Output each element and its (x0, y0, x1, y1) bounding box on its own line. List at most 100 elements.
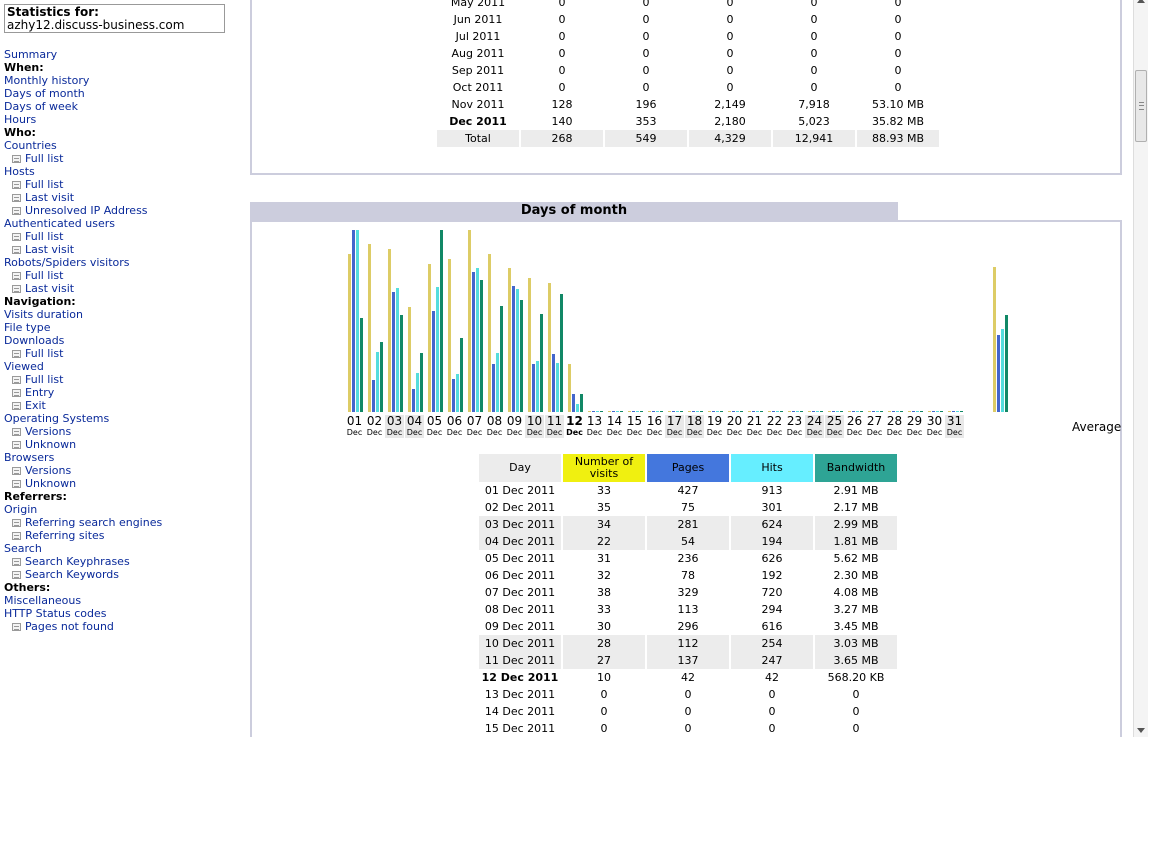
chart-bar-pages (412, 389, 415, 412)
chart-bar-bandwidth (560, 294, 563, 412)
menu-link-authenticated-users[interactable]: Authenticated users (4, 217, 115, 230)
submenu-link-search-keywords[interactable]: Search Keywords (25, 568, 119, 581)
chart-x-label: 05 Dec (425, 415, 444, 438)
chart-bar-pages (392, 292, 395, 412)
menu-link-miscellaneous[interactable]: Miscellaneous (4, 594, 82, 607)
menu-link-file-type[interactable]: File type (4, 321, 51, 334)
chart-bar-hits (876, 411, 879, 412)
scroll-down-arrow-icon[interactable] (1137, 728, 1145, 733)
chart-bar-visits (428, 264, 431, 412)
chart-average-bar-hits (1001, 329, 1004, 412)
submenu-link-pages-not-found[interactable]: Pages not found (25, 620, 114, 633)
chart-day-label: 14 (606, 414, 623, 428)
menu-link-browsers[interactable]: Browsers (4, 451, 55, 464)
submenu-item-full-list: Full list (4, 152, 240, 165)
day-bandwidth-cell: 2.91 MB (833, 484, 879, 497)
chart-bar-hits (796, 411, 799, 412)
chart-day-label: 01 (346, 414, 363, 428)
day-row: 12 Dec 2011 10 42 42 568.20 KB (479, 669, 897, 686)
menu-item-days-of-month: Days of month (4, 87, 240, 100)
chart-month-label: Dec (566, 428, 583, 437)
submenu-item-referring-sites: Referring sites (4, 529, 240, 542)
monthly-row: Aug 2011 0 0 0 0 0 (437, 45, 939, 62)
chart-x-label: 26 Dec (845, 415, 864, 438)
chart-bar-hits (916, 411, 919, 412)
submenu-link-full-list[interactable]: Full list (25, 178, 64, 191)
submenu-link-versions[interactable]: Versions (25, 425, 72, 438)
chart-bar-visits (708, 411, 711, 412)
day-visits-cell: 31 (597, 552, 611, 565)
submenu-link-exit[interactable]: Exit (25, 399, 46, 412)
submenu-link-referring-sites[interactable]: Referring sites (25, 529, 105, 542)
chart-bar-hits (956, 411, 959, 412)
list-icon (12, 441, 21, 449)
day-visits-cell: 38 (597, 586, 611, 599)
chart-bar-pages (952, 411, 955, 412)
chart-day-label: 02 (366, 414, 383, 428)
scrollbar-thumb[interactable] (1135, 70, 1147, 142)
monthly-unique-cell: 0 (558, 13, 566, 26)
chart-day-label: 31 (946, 414, 963, 428)
chart-bar-hits (896, 411, 899, 412)
menu-link-countries[interactable]: Countries (4, 139, 57, 152)
submenu-link-unresolved-ip-address[interactable]: Unresolved IP Address (25, 204, 148, 217)
monthly-unique-cell: 140 (551, 115, 573, 128)
days-of-month-title: Days of month (250, 202, 898, 220)
chart-bar-pages (832, 411, 835, 412)
chart-day-label: 20 (726, 414, 743, 428)
chart-month-label: Dec (746, 428, 763, 437)
submenu-link-last-visit[interactable]: Last visit (25, 282, 75, 295)
submenu-link-last-visit[interactable]: Last visit (25, 191, 75, 204)
menu-link-origin[interactable]: Origin (4, 503, 38, 516)
menu-link-hours[interactable]: Hours (4, 113, 37, 126)
menu-link-days-of-week[interactable]: Days of week (4, 100, 78, 113)
menu-link-robots-spiders-visitors[interactable]: Robots/Spiders visitors (4, 256, 130, 269)
menu-link-search[interactable]: Search (4, 542, 42, 555)
total-pages-cell: 4,329 (689, 130, 771, 147)
vertical-scrollbar[interactable] (1133, 0, 1148, 737)
menu-link-http-status-codes[interactable]: HTTP Status codes (4, 607, 107, 620)
day-row: 10 Dec 2011 28 112 254 3.03 MB (479, 635, 897, 652)
submenu-link-unknown[interactable]: Unknown (25, 438, 77, 451)
submenu-item-full-list: Full list (4, 178, 240, 191)
menu-link-visits-duration[interactable]: Visits duration (4, 308, 83, 321)
submenu-link-full-list[interactable]: Full list (25, 347, 64, 360)
menu-link-downloads[interactable]: Downloads (4, 334, 65, 347)
submenu-link-full-list[interactable]: Full list (25, 152, 64, 165)
scroll-up-arrow-icon[interactable] (1137, 0, 1145, 3)
submenu-link-referring-search-engines[interactable]: Referring search engines (25, 516, 163, 529)
day-bandwidth-cell: 5.62 MB (833, 552, 879, 565)
menu-item-robots-spiders-visitors: Robots/Spiders visitors (4, 256, 240, 269)
submenu-link-full-list[interactable]: Full list (25, 373, 64, 386)
submenu-link-last-visit[interactable]: Last visit (25, 243, 75, 256)
chart-x-label: 18 Dec (685, 415, 704, 438)
chart-x-label: 19 Dec (705, 415, 724, 438)
chart-bar-hits (576, 404, 579, 412)
day-row: 09 Dec 2011 30 296 616 3.45 MB (479, 618, 897, 635)
chart-bar-visits (848, 411, 851, 412)
submenu-link-full-list[interactable]: Full list (25, 269, 64, 282)
chart-bar-hits (636, 411, 639, 412)
menu-link-days-of-month[interactable]: Days of month (4, 87, 85, 100)
chart-bar-visits (868, 411, 871, 412)
chart-x-label: 09 Dec (505, 415, 524, 438)
chart-x-label: 21 Dec (745, 415, 764, 438)
menu-link-summary[interactable]: Summary (4, 48, 58, 61)
submenu-link-full-list[interactable]: Full list (25, 230, 64, 243)
statistics-for-box: Statistics for: azhy12.discuss-business.… (4, 4, 225, 33)
chart-bar-visits (788, 411, 791, 412)
chart-x-label: 29 Dec (905, 415, 924, 438)
list-icon (12, 389, 21, 397)
menu-link-operating-systems[interactable]: Operating Systems (4, 412, 110, 425)
menu-link-monthly-history[interactable]: Monthly history (4, 74, 90, 87)
submenu-link-unknown[interactable]: Unknown (25, 477, 77, 490)
menu-link-viewed[interactable]: Viewed (4, 360, 44, 373)
menu-link-hosts[interactable]: Hosts (4, 165, 35, 178)
chart-bar-hits (536, 361, 539, 412)
chart-bar-visits (568, 364, 571, 412)
submenu-link-versions[interactable]: Versions (25, 464, 72, 477)
chart-bar-bandwidth (880, 411, 883, 412)
month-cell: Sep 2011 (451, 64, 505, 77)
submenu-link-search-keyphrases[interactable]: Search Keyphrases (25, 555, 130, 568)
submenu-link-entry[interactable]: Entry (25, 386, 55, 399)
